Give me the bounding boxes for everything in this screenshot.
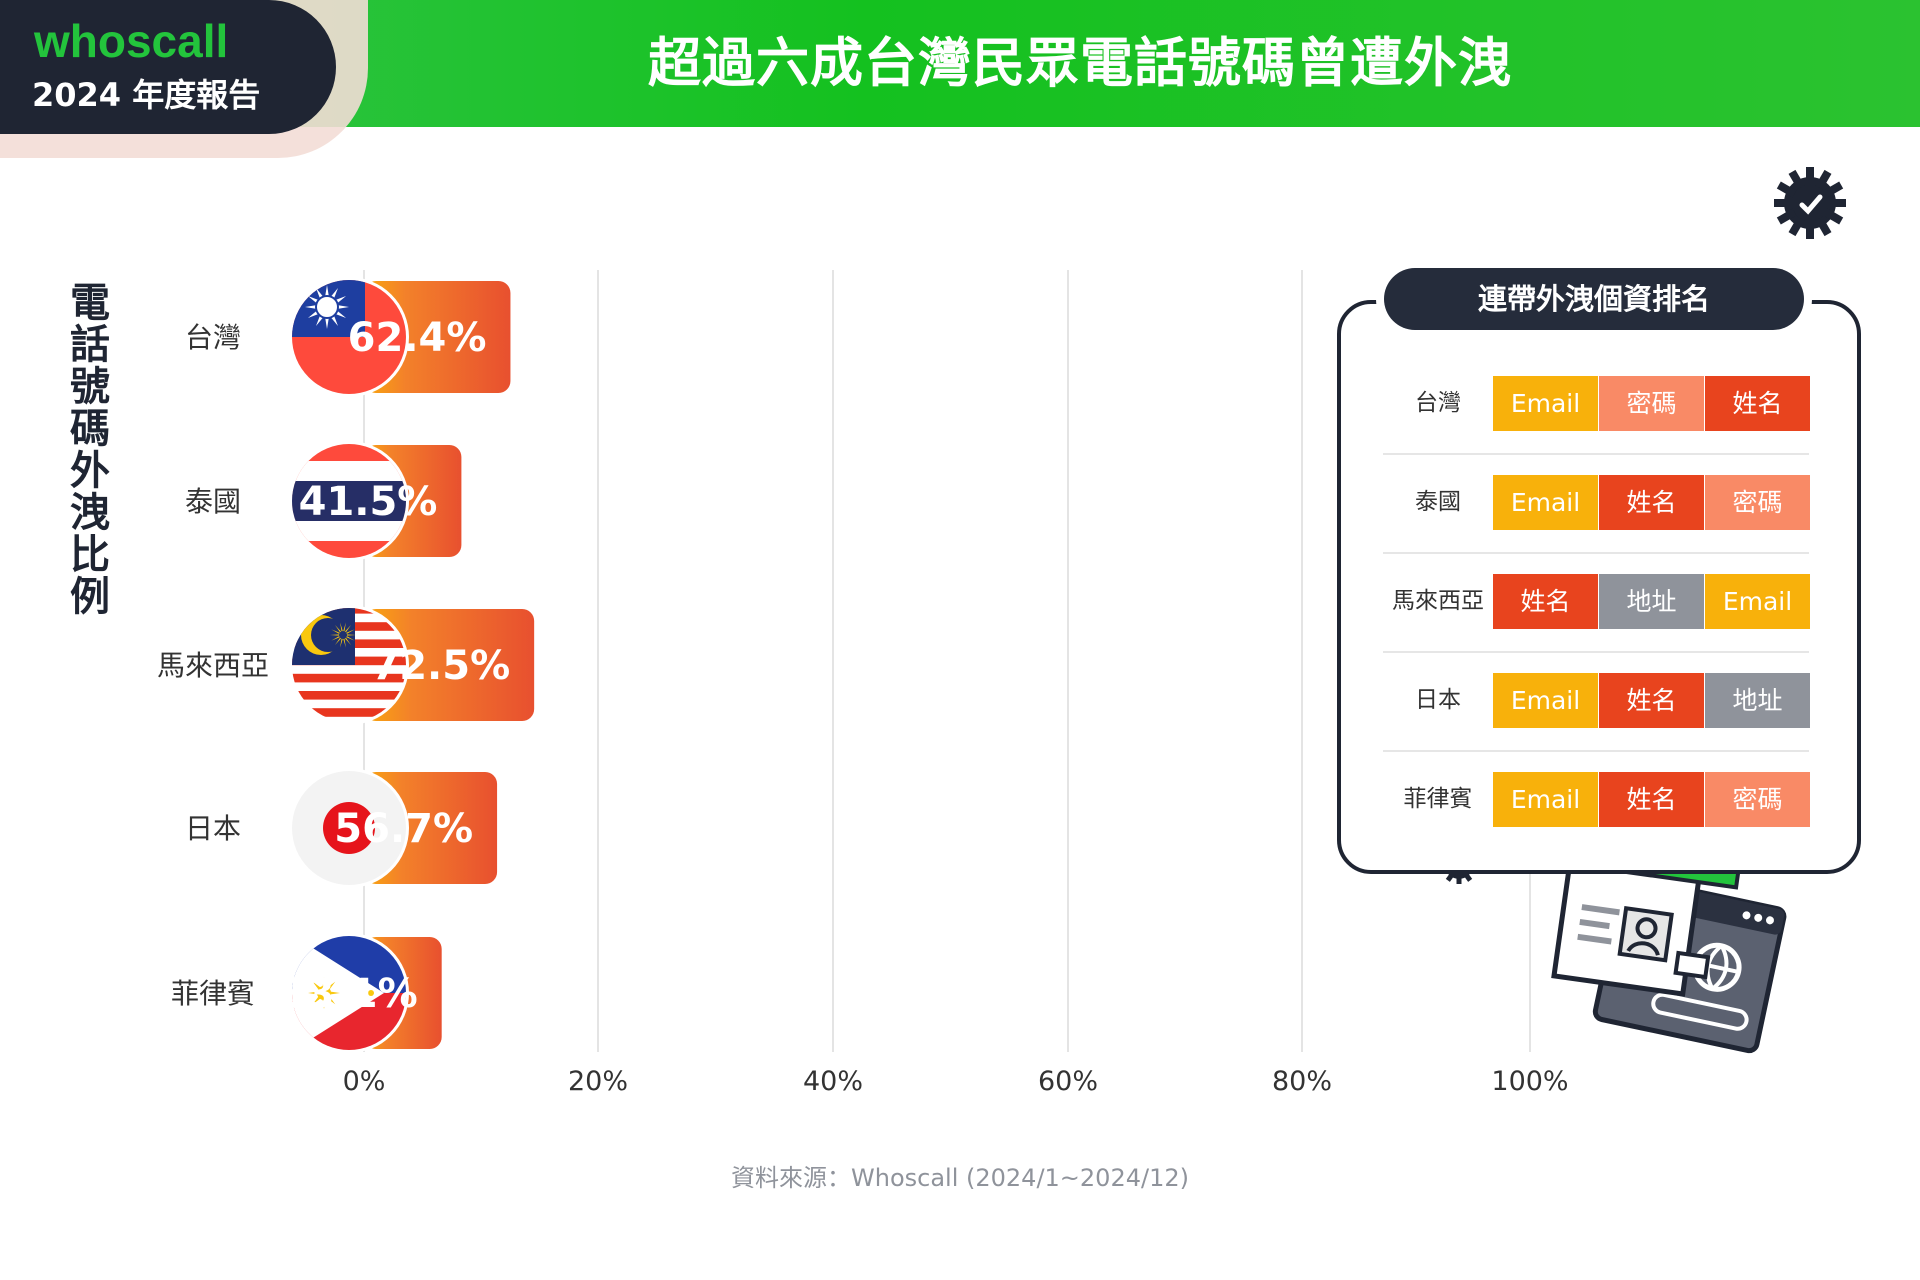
virus-icon <box>1774 167 1846 239</box>
panel-row: 馬來西亞 姓名 地址 Email <box>1383 552 1810 653</box>
flag-japan-icon <box>289 768 409 888</box>
category-label: 日本 <box>185 812 241 845</box>
value-label: 33.1% <box>279 971 418 1017</box>
leak-tag-addr: 地址 <box>1705 673 1810 728</box>
labels: 0% 20% 40% 60% 80% 100% 台灣 62.4% 泰國 41.5% 馬來西亞 72.5… <box>157 315 1569 1097</box>
category-label: 菲律賓 <box>171 977 255 1010</box>
leak-tag-email: Email <box>1493 376 1598 431</box>
x-tick-label: 100% <box>1491 1066 1568 1097</box>
panel-row: 台灣 Email 密碼 姓名 <box>1383 354 1810 455</box>
brand-logo: whoscall <box>34 15 229 67</box>
panel-row-country: 菲律賓 <box>1403 786 1473 812</box>
brand-badge: whoscall 2024 年度報告 <box>0 0 336 134</box>
category-label: 台灣 <box>185 321 241 354</box>
value-label: 56.7% <box>334 806 473 852</box>
panel-title: 連帶外洩個資排名 <box>1384 268 1804 330</box>
leak-tag-name: 姓名 <box>1599 772 1704 827</box>
x-tick-label: 60% <box>1038 1066 1098 1097</box>
flag-malaysia-icon <box>289 605 409 725</box>
category-label: 馬來西亞 <box>157 649 269 682</box>
leak-tag-email: Email <box>1493 475 1598 530</box>
flag-philippines-icon <box>289 933 409 1053</box>
leak-tag-name: 姓名 <box>1599 673 1704 728</box>
x-tick-label: 40% <box>803 1066 863 1097</box>
flags <box>289 277 409 1053</box>
bar <box>364 609 535 721</box>
brand-subtitle: 2024 年度報告 <box>32 76 261 114</box>
panel-row-country: 日本 <box>1415 687 1461 713</box>
leak-tag-name: 姓名 <box>1705 376 1810 431</box>
flag-thailand-icon <box>289 441 409 561</box>
leak-tag-pwd: 密碼 <box>1705 772 1810 827</box>
leak-tag-name: 姓名 <box>1493 574 1598 629</box>
page-title: 超過六成台灣民眾電話號碼曾遭外洩 <box>648 33 1512 94</box>
leak-tag-pwd: 密碼 <box>1705 475 1810 530</box>
leak-tag-email: Email <box>1493 772 1598 827</box>
x-tick-label: 80% <box>1272 1066 1332 1097</box>
panel-row-country: 泰國 <box>1415 489 1461 515</box>
x-tick-label: 0% <box>343 1066 386 1097</box>
leak-tag-name: 姓名 <box>1599 475 1704 530</box>
panel-row-country: 馬來西亞 <box>1392 588 1484 614</box>
x-tick-label: 20% <box>568 1066 628 1097</box>
y-axis-title: 電話號碼外洩比例 <box>70 280 110 620</box>
panel-row: 日本 Email 姓名 地址 <box>1383 651 1810 752</box>
panel-row: 菲律賓 Email 姓名 密碼 <box>1383 750 1810 849</box>
leak-tag-email: Email <box>1705 574 1810 629</box>
category-label: 泰國 <box>185 485 241 518</box>
id-card-icon <box>1551 837 1743 997</box>
value-label: 62.4% <box>348 315 487 361</box>
value-label: 41.5% <box>299 479 438 525</box>
leak-tag-pwd: 密碼 <box>1599 376 1704 431</box>
source-note: 資料來源：Whoscall (2024/1~2024/12) <box>731 1164 1189 1192</box>
panel-row: 泰國 Email 姓名 密碼 <box>1383 453 1810 554</box>
value-label: 72.5% <box>371 643 510 689</box>
panel-row-country: 台灣 <box>1415 390 1461 416</box>
leak-tag-email: Email <box>1493 673 1598 728</box>
leak-tag-addr: 地址 <box>1599 574 1704 629</box>
flag-taiwan-icon <box>289 277 409 397</box>
